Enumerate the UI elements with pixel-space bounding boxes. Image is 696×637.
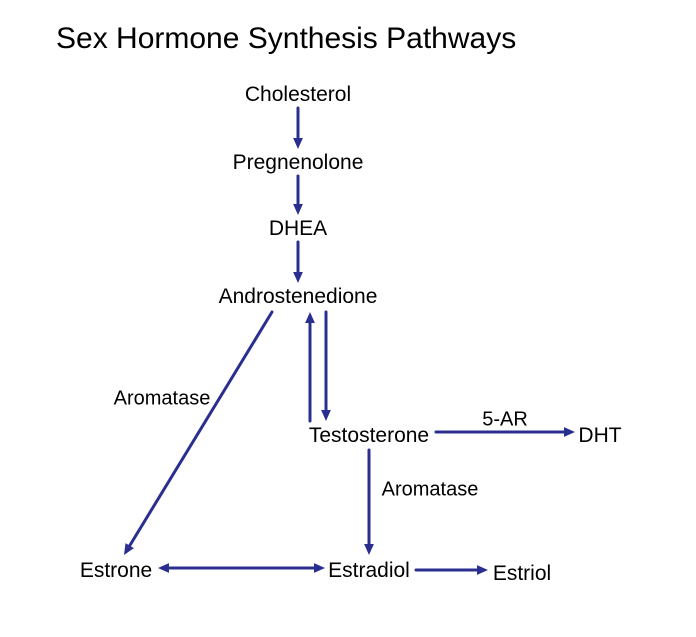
edge-label-aromatase-2: Aromatase [382, 479, 479, 502]
arrowhead-androstenedione-to-estrone-end [124, 543, 134, 555]
node-dht: DHT [578, 424, 621, 448]
arrow-androstenedione-to-estrone [128, 312, 272, 549]
arrowhead-testosterone-to-dht-end [564, 427, 575, 437]
arrowhead-estradiol-to-estriol-end [477, 565, 488, 575]
arrowhead-estrone-estradiol-start [158, 563, 169, 573]
diagram-canvas: Sex Hormone Synthesis Pathways Cholester… [0, 0, 696, 637]
arrowhead-pregnenolone-to-dhea-end [293, 204, 303, 215]
node-pregnenolone: Pregnenolone [233, 151, 364, 175]
node-estradiol: Estradiol [328, 559, 410, 583]
node-dhea: DHEA [269, 217, 327, 241]
edge-label-aromatase-1: Aromatase [114, 388, 211, 411]
page-title: Sex Hormone Synthesis Pathways [56, 22, 516, 56]
arrowhead-estrone-estradiol-end [314, 563, 325, 573]
node-cholesterol: Cholesterol [245, 83, 351, 107]
arrowhead-dhea-to-androstenedione-end [293, 272, 303, 283]
node-androstenedione: Androstenedione [219, 285, 378, 309]
arrowhead-cholesterol-to-pregnenolone-end [293, 138, 303, 149]
arrowhead-androstenedione-testosterone-down-end [321, 410, 331, 421]
node-estriol: Estriol [493, 562, 551, 586]
arrowhead-androstenedione-testosterone-up-end [305, 312, 315, 323]
node-testosterone: Testosterone [309, 424, 429, 448]
arrowhead-testosterone-to-estradiol-end [364, 544, 374, 555]
node-estrone: Estrone [80, 559, 152, 583]
edge-label-5ar: 5-AR [482, 409, 528, 432]
